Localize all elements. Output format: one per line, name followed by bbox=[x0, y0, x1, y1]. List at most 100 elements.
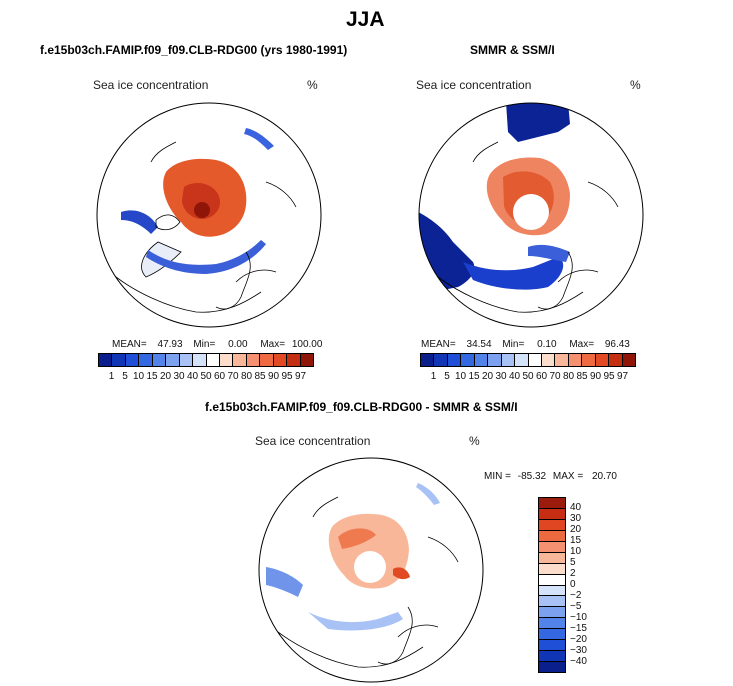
colorbar-swatch bbox=[539, 662, 565, 672]
colorbar-swatch bbox=[622, 354, 635, 366]
colorbar-swatch bbox=[287, 354, 301, 366]
diff-colorbar bbox=[538, 497, 566, 673]
colorbar-swatch bbox=[125, 354, 140, 366]
colorbar-swatch bbox=[219, 354, 234, 366]
obs-mean-label: MEAN= bbox=[421, 339, 456, 350]
obs-pole-hole bbox=[513, 194, 549, 230]
colorbar-tick-label: 85 bbox=[576, 371, 588, 382]
obs-panel-header: SMMR & SSM/I bbox=[470, 43, 555, 57]
model-mean-label: MEAN= bbox=[112, 339, 147, 350]
colorbar-swatch bbox=[300, 354, 313, 366]
colorbar-swatch bbox=[193, 354, 207, 366]
colorbar-swatch bbox=[501, 354, 516, 366]
colorbar-tick-label: 80 bbox=[562, 371, 575, 382]
diff-pole-hole bbox=[354, 551, 386, 583]
colorbar-swatch bbox=[539, 508, 565, 520]
colorbar-swatch bbox=[179, 354, 194, 366]
model-min-label: Min= bbox=[193, 339, 216, 350]
colorbar-tick-label: −5 bbox=[570, 601, 582, 612]
colorbar-tick-label: 20 bbox=[159, 371, 172, 382]
colorbar-swatch bbox=[488, 354, 502, 366]
colorbar-tick-label: 30 bbox=[495, 371, 507, 382]
diff-colorbar-ticks: 40 30 20 15 10 5 2 0 −2 −5 −10 −15 −20 −30 −40 bbox=[570, 497, 600, 673]
colorbar-tick-label: 5 bbox=[122, 371, 128, 382]
colorbar-swatch bbox=[421, 354, 435, 366]
model-mean-value: 47.93 bbox=[157, 339, 183, 350]
obs-polar-map bbox=[418, 102, 644, 328]
colorbar-swatch bbox=[539, 585, 565, 597]
obs-min-value: 0.10 bbox=[537, 339, 557, 350]
obs-colorbar bbox=[420, 353, 636, 367]
colorbar-swatch bbox=[539, 607, 565, 619]
model-min-value: 0.00 bbox=[228, 339, 248, 350]
colorbar-tick-label: 85 bbox=[254, 371, 266, 382]
colorbar-tick-label: 40 bbox=[186, 371, 199, 382]
colorbar-tick-label: 50 bbox=[522, 371, 534, 382]
colorbar-tick-label: 90 bbox=[589, 371, 602, 382]
colorbar-swatch bbox=[539, 640, 565, 652]
model-stats: MEAN= 47.93 Min= 0.00 Max= 100.00 bbox=[112, 339, 322, 350]
colorbar-swatch bbox=[541, 354, 556, 366]
colorbar-swatch bbox=[139, 354, 153, 366]
colorbar-tick-label: 1 bbox=[430, 371, 437, 382]
colorbar-tick-label: 10 bbox=[570, 546, 582, 557]
diff-max-value: 20.70 bbox=[591, 471, 617, 482]
model-units-label: % bbox=[307, 78, 318, 92]
model-polar-map bbox=[96, 102, 322, 328]
model-colorbar-ticks: 1 5 10 15 20 30 40 50 60 70 80 85 90 95 97 bbox=[98, 371, 314, 383]
colorbar-swatch bbox=[246, 354, 261, 366]
colorbar-swatch bbox=[539, 574, 565, 586]
colorbar-swatch bbox=[461, 354, 475, 366]
figure-title: JJA bbox=[346, 8, 385, 31]
obs-units-label: % bbox=[630, 78, 641, 92]
colorbar-tick-label: −40 bbox=[570, 656, 587, 667]
model-panel-header: f.e15b03ch.FAMIP.f09_f09.CLB-RDG00 (yrs … bbox=[40, 43, 348, 57]
colorbar-tick-label: 5 bbox=[570, 557, 576, 568]
colorbar-tick-label: 95 bbox=[603, 371, 615, 382]
model-colorbar bbox=[98, 353, 314, 367]
colorbar-tick-label: 70 bbox=[227, 371, 239, 382]
colorbar-swatch bbox=[515, 354, 529, 366]
model-max-value: 100.00 bbox=[291, 339, 323, 350]
colorbar-tick-label: −20 bbox=[570, 634, 587, 645]
model-field-label: Sea ice concentration bbox=[93, 78, 209, 92]
colorbar-tick-label: 60 bbox=[535, 371, 548, 382]
diff-min-value: -85.32 bbox=[517, 471, 547, 482]
colorbar-tick-label: 2 bbox=[570, 568, 576, 579]
colorbar-tick-label: 5 bbox=[444, 371, 450, 382]
colorbar-swatch bbox=[609, 354, 623, 366]
diff-polar-map bbox=[258, 457, 484, 683]
colorbar-swatch bbox=[539, 530, 565, 542]
colorbar-tick-label: 90 bbox=[267, 371, 280, 382]
colorbar-swatch bbox=[582, 354, 596, 366]
colorbar-tick-label: 70 bbox=[549, 371, 561, 382]
colorbar-tick-label: −30 bbox=[570, 645, 587, 656]
colorbar-swatch bbox=[595, 354, 610, 366]
diff-units-label: % bbox=[469, 434, 480, 448]
obs-mean-value: 34.54 bbox=[466, 339, 492, 350]
colorbar-tick-label: 20 bbox=[481, 371, 494, 382]
colorbar-swatch bbox=[539, 596, 565, 608]
diff-max-label: MAX = bbox=[552, 471, 584, 482]
colorbar-swatch bbox=[112, 354, 126, 366]
diff-panel-header: f.e15b03ch.FAMIP.f09_f09.CLB-RDG00 - SMM… bbox=[205, 400, 518, 414]
obs-min-label: Min= bbox=[502, 339, 525, 350]
colorbar-tick-label: −15 bbox=[570, 623, 587, 634]
colorbar-swatch bbox=[539, 519, 565, 531]
colorbar-swatch bbox=[474, 354, 489, 366]
obs-max-value: 96.43 bbox=[604, 339, 630, 350]
colorbar-swatch bbox=[539, 629, 565, 641]
colorbar-swatch bbox=[260, 354, 274, 366]
obs-field-label: Sea ice concentration bbox=[416, 78, 532, 92]
colorbar-tick-label: 40 bbox=[508, 371, 521, 382]
colorbar-tick-label: 40 bbox=[570, 502, 582, 513]
diff-stats: MIN = -85.32 MAX = 20.70 bbox=[484, 471, 617, 482]
colorbar-swatch bbox=[539, 541, 565, 553]
colorbar-tick-label: 60 bbox=[213, 371, 226, 382]
colorbar-tick-label: 15 bbox=[146, 371, 158, 382]
colorbar-swatch bbox=[206, 354, 220, 366]
colorbar-swatch bbox=[539, 552, 565, 564]
colorbar-tick-label: 50 bbox=[200, 371, 212, 382]
colorbar-swatch bbox=[99, 354, 113, 366]
model-max-label: Max= bbox=[260, 339, 286, 350]
